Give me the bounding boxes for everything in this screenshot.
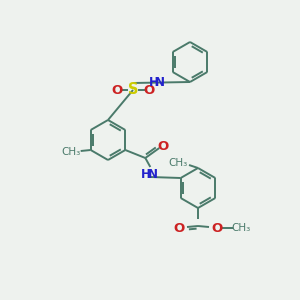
Text: O: O (158, 140, 169, 154)
Text: H: H (148, 76, 158, 89)
Text: O: O (111, 83, 123, 97)
Text: N: N (148, 167, 158, 181)
Text: S: S (128, 82, 138, 98)
Text: O: O (212, 221, 223, 235)
Text: CH₃: CH₃ (231, 223, 250, 233)
Text: O: O (143, 83, 155, 97)
Text: O: O (173, 221, 184, 235)
Text: H: H (140, 167, 150, 181)
Text: CH₃: CH₃ (61, 147, 80, 157)
Text: N: N (154, 76, 164, 89)
Text: CH₃: CH₃ (168, 158, 188, 168)
